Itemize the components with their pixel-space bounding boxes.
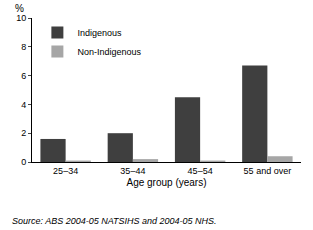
svg-text:35–44: 35–44 <box>120 166 145 176</box>
svg-text:Source: ABS 2004-05 NATSIHS an: Source: ABS 2004-05 NATSIHS and 2004-05 … <box>12 216 217 226</box>
svg-text:Indigenous: Indigenous <box>77 28 122 38</box>
svg-text:4: 4 <box>21 100 26 110</box>
svg-text:2: 2 <box>21 128 26 138</box>
svg-text:0: 0 <box>21 157 26 167</box>
svg-text:10: 10 <box>16 13 26 23</box>
svg-text:Age group (years): Age group (years) <box>126 177 206 188</box>
svg-text:%: % <box>15 3 24 14</box>
svg-text:8: 8 <box>21 42 26 52</box>
svg-text:45–54: 45–54 <box>188 166 213 176</box>
svg-text:25–34: 25–34 <box>53 166 78 176</box>
svg-text:Non-Indigenous: Non-Indigenous <box>77 47 141 57</box>
svg-text:6: 6 <box>21 71 26 81</box>
svg-text:55 and over: 55 and over <box>244 166 292 176</box>
